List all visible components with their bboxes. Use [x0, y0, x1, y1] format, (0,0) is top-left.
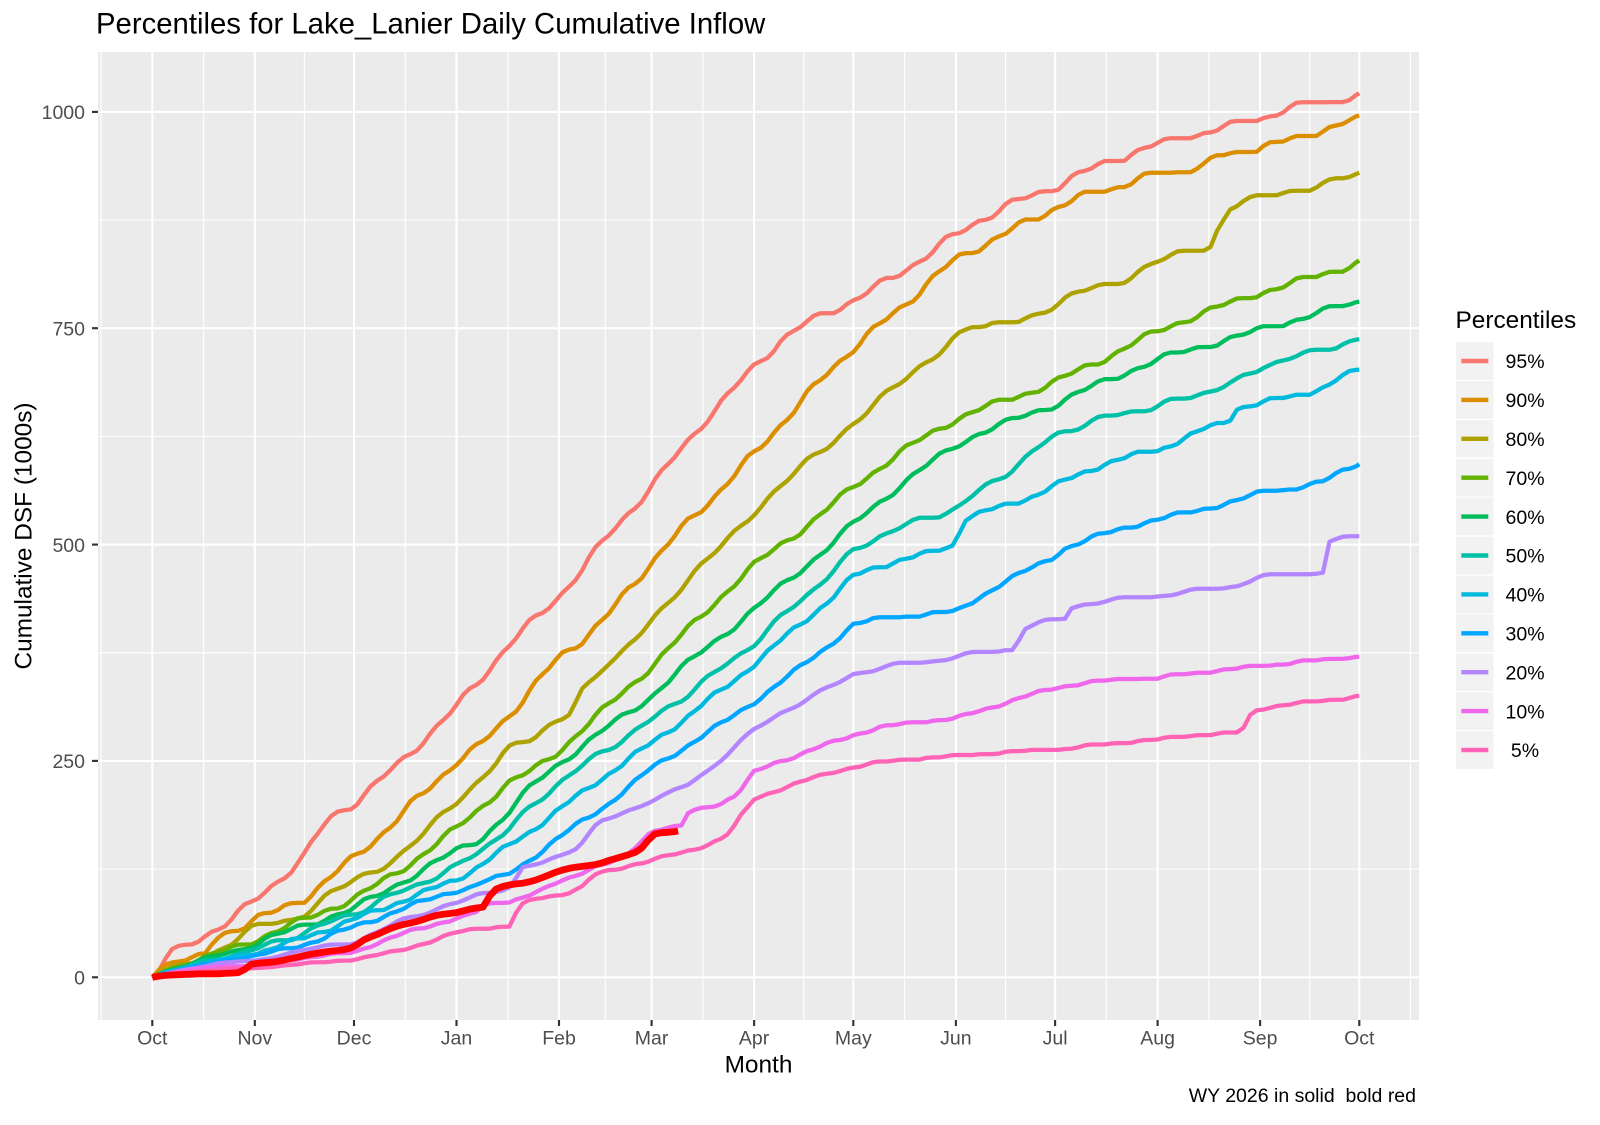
svg-text:70%: 70% [1506, 468, 1545, 490]
svg-text:Dec: Dec [337, 1028, 372, 1050]
svg-text:Cumulative DSF (1000s): Cumulative DSF (1000s) [11, 402, 38, 669]
svg-text:Oct: Oct [1344, 1028, 1375, 1050]
svg-text:Month: Month [725, 1052, 793, 1079]
svg-text:Oct: Oct [137, 1028, 168, 1050]
svg-text:5%: 5% [1506, 740, 1540, 762]
svg-text:Apr: Apr [739, 1028, 770, 1050]
svg-text:Percentiles: Percentiles [1456, 307, 1577, 334]
svg-text:30%: 30% [1506, 624, 1545, 646]
svg-text:750: 750 [52, 318, 85, 340]
svg-text:95%: 95% [1506, 351, 1545, 373]
svg-text:Percentiles for Lake_Lanier Da: Percentiles for Lake_Lanier Daily Cumula… [96, 8, 766, 41]
svg-text:WY 2026 in solid bold red: WY 2026 in solid bold red [1189, 1085, 1416, 1107]
svg-text:90%: 90% [1506, 390, 1545, 412]
svg-text:250: 250 [52, 751, 85, 773]
svg-text:60%: 60% [1506, 507, 1545, 529]
svg-text:500: 500 [52, 535, 85, 557]
svg-text:1000: 1000 [42, 102, 86, 124]
svg-text:Mar: Mar [635, 1028, 669, 1050]
svg-text:Aug: Aug [1140, 1028, 1175, 1050]
svg-text:20%: 20% [1506, 662, 1545, 684]
svg-text:40%: 40% [1506, 585, 1545, 607]
svg-text:Jul: Jul [1043, 1028, 1068, 1050]
svg-text:Nov: Nov [237, 1028, 272, 1050]
svg-text:80%: 80% [1506, 429, 1545, 451]
svg-text:Jan: Jan [441, 1028, 472, 1050]
svg-text:Feb: Feb [542, 1028, 576, 1050]
svg-text:50%: 50% [1506, 546, 1545, 568]
svg-text:May: May [835, 1028, 872, 1050]
svg-text:0: 0 [74, 968, 85, 990]
svg-text:10%: 10% [1506, 701, 1545, 723]
svg-text:Jun: Jun [940, 1028, 971, 1050]
svg-text:Sep: Sep [1243, 1028, 1278, 1050]
